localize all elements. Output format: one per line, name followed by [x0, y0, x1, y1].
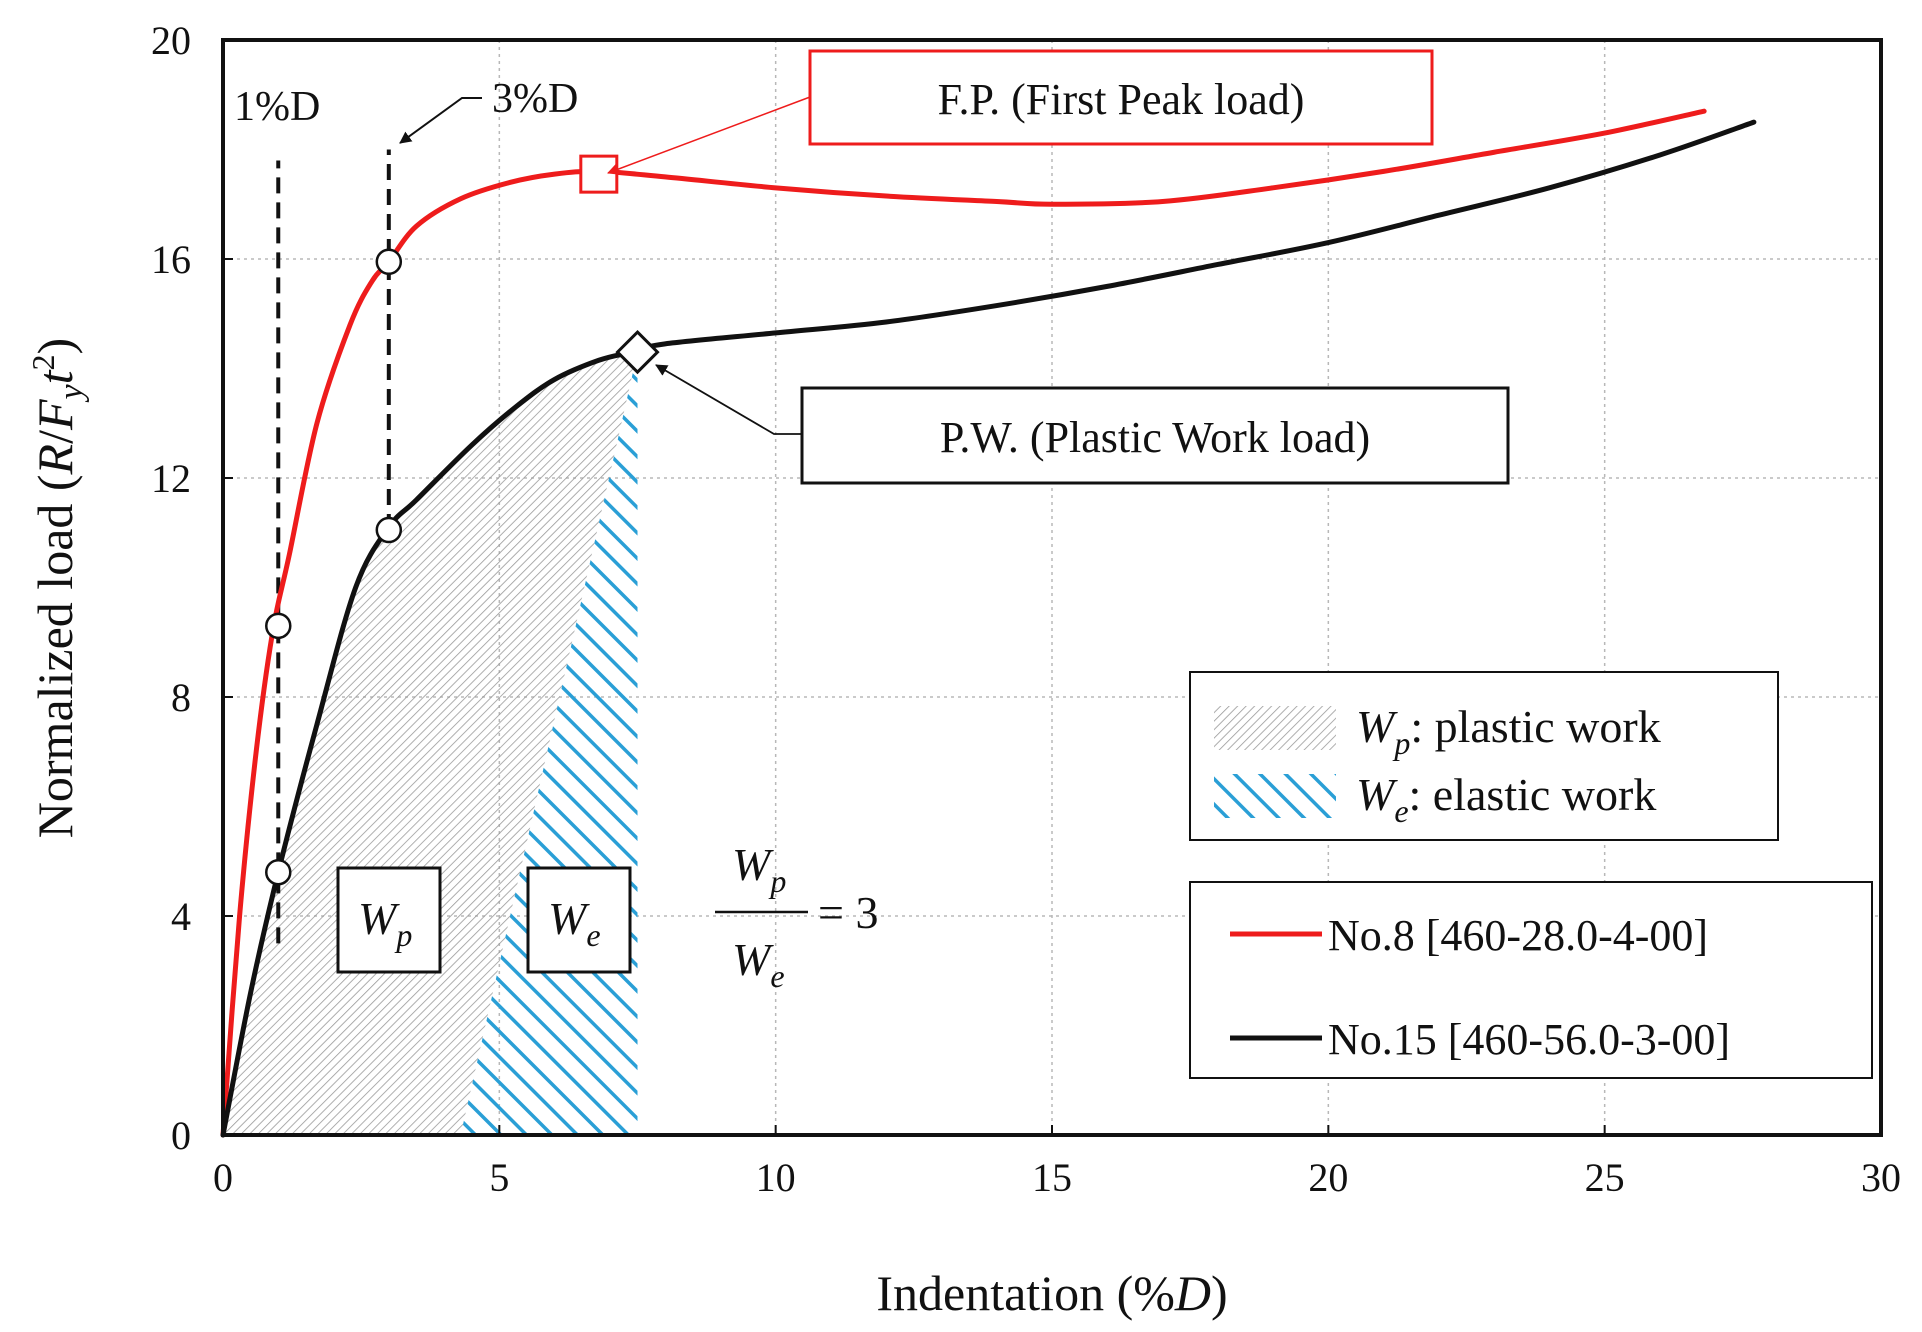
fp-label: F.P. (First Peak load) — [938, 75, 1305, 124]
circle-marker-2 — [375, 248, 403, 275]
wp-box-label: Wp — [358, 893, 412, 953]
vline-3pct-arrow — [399, 97, 482, 144]
x-tick-label-20: 20 — [1308, 1155, 1348, 1200]
x-tick-label-15: 15 — [1032, 1155, 1072, 1200]
region-legend-plastic-swatch — [1214, 706, 1336, 750]
y-axis-label: Normalized load (R/Fyt2) — [25, 338, 90, 838]
x-tick-label-10: 10 — [756, 1155, 796, 1200]
y-tick-label-12: 12 — [151, 456, 191, 501]
x-tick-label-25: 25 — [1585, 1155, 1625, 1200]
pw-leader — [655, 364, 802, 435]
circle-marker-1 — [265, 858, 292, 886]
fp-leader — [607, 96, 811, 175]
y-tick-label-8: 8 — [171, 675, 191, 720]
ratio-numerator: Wp — [732, 839, 786, 899]
fp-label-box — [808, 49, 1434, 146]
y-tick-label-0: 0 — [171, 1113, 191, 1158]
we-box — [526, 866, 632, 974]
region-legend-elastic-label: We: elastic work — [1356, 769, 1656, 829]
x-axis-label: Indentation (%D) — [876, 1265, 1227, 1321]
vline-3pct-label: 3%D — [492, 76, 578, 122]
y-tick-label-4: 4 — [171, 894, 191, 939]
y-tick-label-16: 16 — [151, 237, 191, 282]
region-legend-plastic-label: Wp: plastic work — [1356, 701, 1661, 761]
plastic-work-region — [223, 352, 638, 1135]
x-tick-label-5: 5 — [489, 1155, 509, 1200]
first-peak-marker — [579, 154, 619, 194]
vline-1pct-label: 1%D — [234, 84, 320, 130]
circle-marker-0 — [265, 612, 292, 640]
line-legend-box — [1189, 881, 1873, 1079]
circle-marker-3 — [375, 516, 403, 544]
line-legend-no15-label: No.15 [460-56.0-3-00] — [1328, 1015, 1730, 1064]
y-tick-label-20: 20 — [151, 18, 191, 63]
pw-label-box — [800, 386, 1510, 485]
wp-box — [336, 866, 442, 974]
ratio-denominator: We — [732, 934, 785, 994]
x-tick-label-0: 0 — [213, 1155, 233, 1200]
x-tick-label-30: 30 — [1861, 1155, 1901, 1200]
plastic-work-marker — [615, 329, 660, 375]
we-box-label: We — [548, 893, 601, 953]
tick-labels: 0 5 10 15 20 25 30 0 4 8 12 16 20 — [151, 18, 1901, 1200]
region-legend-elastic-swatch — [1214, 774, 1336, 818]
line-legend-no8-label: No.8 [460-28.0-4-00] — [1328, 911, 1708, 960]
ratio-equals: = 3 — [818, 887, 878, 938]
pw-label: P.W. (Plastic Work load) — [940, 413, 1370, 462]
